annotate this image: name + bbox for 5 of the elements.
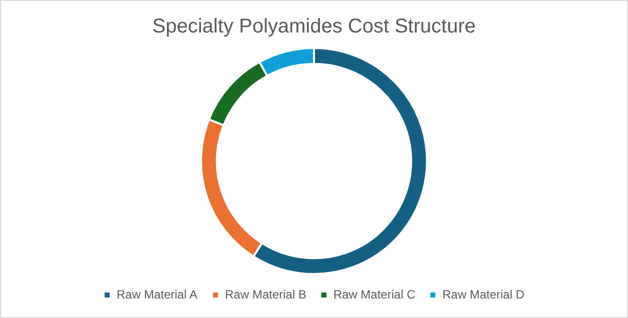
legend-label: Raw Material A bbox=[116, 287, 198, 302]
legend-label: Raw Material D bbox=[442, 287, 525, 302]
legend-label: Raw Material C bbox=[333, 287, 416, 302]
legend-label: Raw Material B bbox=[224, 287, 306, 302]
chart-title: Specialty Polyamides Cost Structure bbox=[152, 16, 476, 38]
